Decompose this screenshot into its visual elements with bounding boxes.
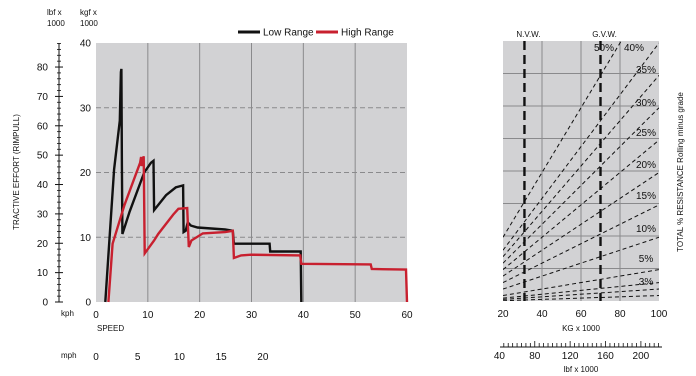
resistance-y-axis-label: TOTAL % RESISTANCE Rolling minus grade (676, 92, 685, 252)
grade-line (503, 107, 659, 264)
grade-label: 3% (639, 277, 654, 288)
lbf-x-tick-label: 160 (597, 351, 614, 362)
grade-line (503, 295, 659, 301)
grade-lines (503, 41, 659, 301)
lbf-tick-label: 70 (37, 92, 49, 103)
rimpull-y-axis-label: TRACTIVE EFFORT (RIMPULL) (12, 114, 21, 230)
mph-tick-label: 0 (93, 352, 99, 363)
grade-line (503, 269, 659, 297)
lbf-x-axis-ticks: 40 80 120 160 200 (494, 341, 662, 362)
grade-line (503, 204, 659, 284)
grade-line (503, 288, 659, 300)
kph-axis-ticks: 0 10 20 30 40 50 60 (93, 310, 413, 321)
lbf-unit-line1: lbf x (47, 8, 62, 17)
grade-label: 15% (636, 191, 656, 202)
lbf-tick-label: 0 (42, 298, 48, 309)
grade-line (503, 42, 659, 251)
weight-markers: N.V.W. G.V.W. (516, 30, 617, 301)
kph-tick-label: 0 (93, 310, 99, 321)
kg-tick-label: 80 (614, 309, 626, 320)
kgf-tick-label: 0 (85, 298, 91, 309)
kg-tick-label: 100 (651, 309, 668, 320)
lbf-tick-label: 40 (37, 180, 49, 191)
grade-label: 50% (594, 43, 614, 54)
weight-marker-label: N.V.W. (516, 30, 540, 39)
rimpull-grid (96, 43, 407, 302)
kg-axis-ticks: 20 40 60 80 100 (497, 309, 667, 320)
lbf-x-axis-label: lbf x 1000 (564, 365, 599, 374)
kph-tick-label: 10 (142, 310, 154, 321)
rimpull-series (104, 68, 409, 303)
kph-tick-label: 40 (298, 310, 310, 321)
grade-labels: 50% 40% 35% 30% 25% 20% 15% 10% 5% 3% (594, 43, 656, 288)
series-line-high-range (107, 156, 409, 303)
kgf-unit-line1: kgf x (80, 8, 97, 17)
kgf-axis-ticks: 0 10 20 30 40 (80, 39, 92, 309)
grade-label: 35% (636, 65, 656, 76)
grade-label: 25% (636, 128, 656, 139)
grade-line (503, 282, 659, 299)
lbf-tick-label: 30 (37, 209, 49, 220)
mph-tick-label: 20 (257, 352, 269, 363)
kgf-tick-label: 40 (80, 39, 92, 50)
grade-label: 30% (636, 98, 656, 109)
mph-tick-label: 10 (174, 352, 186, 363)
kph-tick-label: 50 (350, 310, 362, 321)
kg-axis-label: KG x 1000 (562, 324, 600, 333)
kg-tick-label: 20 (497, 309, 509, 320)
grade-line (503, 236, 659, 290)
kgf-tick-label: 10 (80, 233, 92, 244)
mph-tick-label: 5 (135, 352, 141, 363)
lbf-x-tick-label: 80 (529, 351, 541, 362)
lbf-tick-label: 60 (37, 121, 49, 132)
grade-line (503, 41, 622, 238)
resistance-chart: 50% 40% 35% 30% 25% 20% 15% 10% 5% 3% N.V.W. G.V.W… (494, 30, 685, 374)
lbf-unit-line2: 1000 (47, 19, 65, 28)
lbf-tick-label: 80 (37, 63, 49, 74)
kgf-unit-line2: 1000 (80, 19, 98, 28)
grade-label: 10% (636, 224, 656, 235)
lbf-axis-ticks: 0 10 20 30 40 50 60 70 80 (37, 43, 63, 309)
grade-label: 20% (636, 160, 656, 171)
grade-label: 40% (624, 43, 644, 54)
speed-axis-label: SPEED (97, 324, 124, 333)
legend: Low Range High Range (238, 28, 394, 39)
kgf-tick-label: 30 (80, 103, 92, 114)
lbf-tick-label: 20 (37, 239, 49, 250)
kph-tick-label: 20 (194, 310, 206, 321)
grade-line (503, 139, 659, 271)
kph-tick-label: 30 (246, 310, 258, 321)
legend-label: High Range (341, 28, 394, 39)
lbf-tick-label: 50 (37, 151, 49, 162)
mph-tick-label: 15 (216, 352, 228, 363)
lbf-x-tick-label: 200 (633, 351, 650, 362)
kgf-tick-label: 20 (80, 168, 92, 179)
legend-label: Low Range (263, 28, 314, 39)
kg-tick-label: 60 (575, 309, 587, 320)
lbf-x-tick-label: 40 (494, 351, 506, 362)
weight-marker-label: G.V.W. (592, 30, 617, 39)
kph-unit-label: kph (61, 309, 74, 318)
grade-line (503, 172, 659, 277)
mph-unit-label: mph (61, 351, 77, 360)
mph-axis-ticks: 0 5 10 15 20 (93, 352, 269, 363)
lbf-x-tick-label: 120 (562, 351, 579, 362)
kg-tick-label: 40 (536, 309, 548, 320)
grade-label: 5% (639, 254, 654, 265)
resistance-grid (503, 41, 659, 301)
kph-tick-label: 60 (401, 310, 413, 321)
lbf-tick-label: 10 (37, 268, 49, 279)
grade-line (503, 75, 659, 258)
